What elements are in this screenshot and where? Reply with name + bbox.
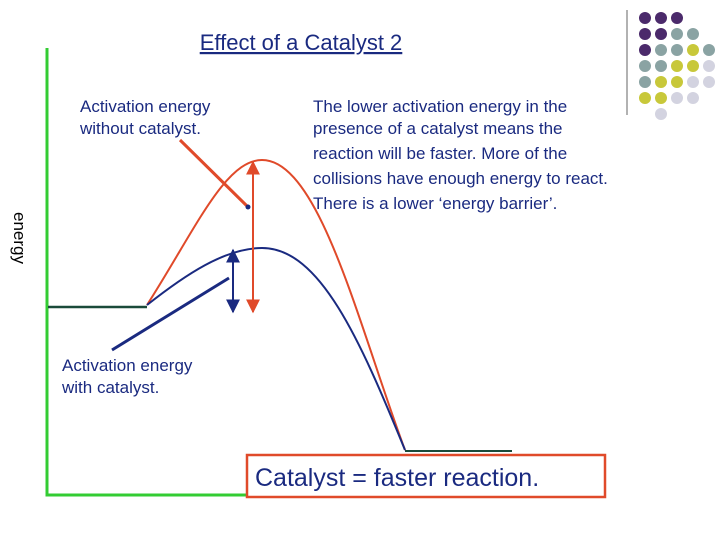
conclusion-box	[245, 453, 607, 499]
pointer-blue	[111, 276, 230, 352]
catalysed-curve	[146, 246, 406, 451]
label-line: without catalyst.	[79, 119, 201, 138]
explanation-line: The lower activation energy in the	[313, 97, 567, 116]
conclusion: Catalyst = faster reaction.	[255, 464, 539, 492]
label-line: Activation energy	[80, 97, 211, 116]
label-line: Activation energy	[62, 356, 193, 375]
explanation-line: There is a lower ‘energy barrier’.	[313, 194, 557, 213]
uncatalysed-curve	[146, 158, 406, 451]
explanation-line: collisions have enough energy to react.	[313, 169, 608, 188]
title: Effect of a Catalyst 2	[200, 30, 403, 55]
label-without: Activation energy without catalyst.	[79, 97, 211, 138]
explanation-line: presence of a catalyst means the	[313, 119, 562, 138]
dot-grid	[626, 10, 715, 120]
explanation: The lower activation energy in the prese…	[313, 97, 608, 213]
axis-label: energy	[10, 212, 29, 264]
pointer-dot	[245, 204, 251, 210]
axes	[45, 48, 247, 497]
label-line: with catalyst.	[61, 378, 159, 397]
explanation-line: reaction will be faster. More of the	[313, 144, 567, 163]
pointer-red	[178, 138, 250, 209]
label-with: Activation energy with catalyst.	[61, 356, 193, 397]
